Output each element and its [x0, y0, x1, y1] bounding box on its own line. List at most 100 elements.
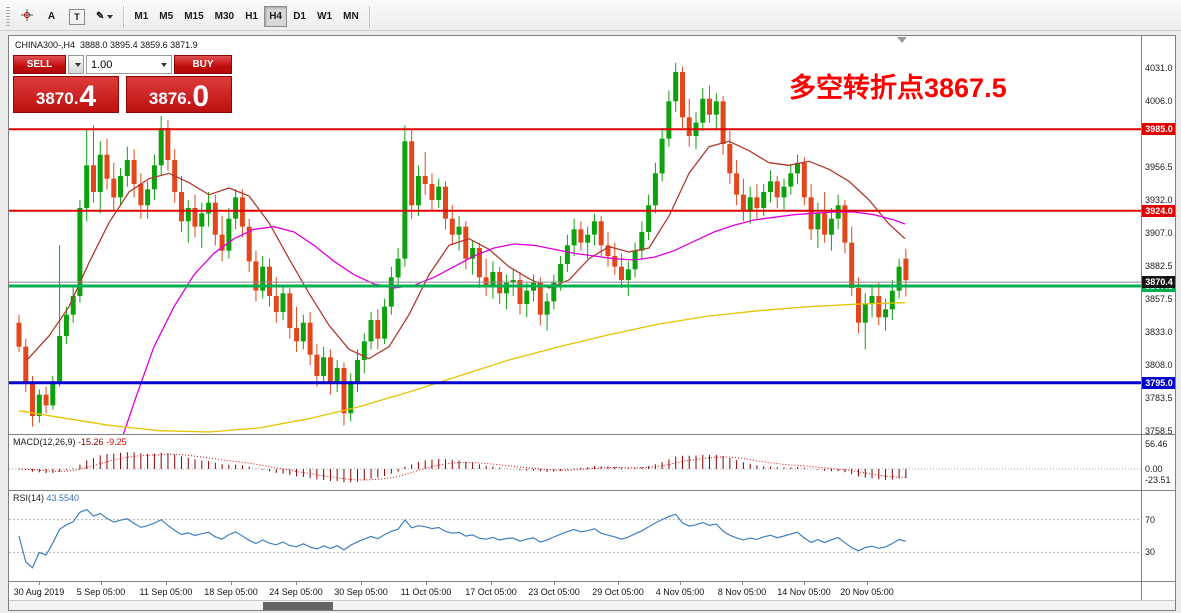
- timeframe-h4-button[interactable]: H4: [264, 6, 288, 27]
- price-axis-label: 3808.0: [1145, 360, 1173, 370]
- chart-plot-area[interactable]: CHINA300-,H4 3888.0 3895.4 3859.6 3871.9…: [9, 36, 1141, 434]
- time-axis-tick: [39, 582, 40, 585]
- crosshair-tool-button[interactable]: [15, 6, 39, 27]
- date-label: 23 Oct 05:00: [528, 587, 580, 597]
- time-axis-tick: [618, 582, 619, 585]
- time-axis-tick: [804, 582, 805, 585]
- main-chart-canvas[interactable]: [9, 36, 1141, 434]
- chevron-down-icon: [161, 62, 167, 67]
- timeframe-h1-button[interactable]: H1: [240, 6, 263, 27]
- one-click-trade-widget: SELL 1.00 BUY 3870. 4 3876. 0: [13, 55, 232, 113]
- price-axis-label: 3882.5: [1145, 261, 1173, 271]
- chevron-down-icon: [107, 14, 114, 19]
- macd-canvas[interactable]: [9, 435, 1141, 490]
- time-axis-tick: [426, 582, 427, 585]
- price-axis-label: 3956.5: [1145, 162, 1173, 172]
- draw-tools-button[interactable]: ✎: [91, 6, 118, 27]
- price-axis-label: 4006.0: [1145, 96, 1173, 106]
- panel-divider[interactable]: [9, 490, 1175, 491]
- rsi-label: RSI(14) 43.5540: [13, 493, 80, 503]
- price-tag: 3985.0: [1142, 123, 1175, 135]
- volume-input[interactable]: 1.00: [86, 55, 172, 74]
- panel-divider: [9, 581, 1175, 582]
- rsi-axis-label: 30: [1145, 547, 1156, 557]
- price-tag: 3924.0: [1142, 205, 1175, 217]
- price-axis-label: 4031.0: [1145, 63, 1173, 73]
- time-axis-tick: [361, 582, 362, 585]
- date-label: 18 Sep 05:00: [204, 587, 258, 597]
- date-label: 5 Sep 05:00: [76, 587, 126, 597]
- time-axis-tick: [680, 582, 681, 585]
- date-label: 11 Oct 05:00: [400, 587, 452, 597]
- toolbar: A T ✎ M1 M5 M15 M30 H1 H4 D1 W1 MN: [0, 0, 1181, 31]
- rsi-axis-label: 70: [1145, 515, 1156, 525]
- date-label: 17 Oct 05:00: [465, 587, 517, 597]
- price-axis-label: 3907.0: [1145, 228, 1173, 238]
- chart-annotation[interactable]: 多空转折点3867.5: [789, 73, 1007, 103]
- date-label: 8 Nov 05:00: [717, 587, 767, 597]
- time-axis-tick: [231, 582, 232, 585]
- timeframe-m1-button[interactable]: M1: [129, 6, 153, 27]
- macd-axis-label: 0.00: [1145, 464, 1163, 474]
- timeframe-toolbar: M1 M5 M15 M30 H1 H4 D1 W1 MN: [129, 6, 363, 27]
- time-axis-tick: [867, 582, 868, 585]
- price-axis-label: 3783.5: [1145, 393, 1173, 403]
- sell-price-panel[interactable]: 3870. 4: [13, 76, 119, 113]
- panel-divider[interactable]: [9, 434, 1175, 435]
- label-tool-letter: T: [69, 8, 85, 25]
- horizontal-scrollbar[interactable]: [9, 600, 1175, 610]
- pencil-icon: ✎: [96, 11, 105, 22]
- time-axis-tick: [491, 582, 492, 585]
- time-axis-tick: [296, 582, 297, 585]
- toolbar-separator: [123, 5, 125, 28]
- buy-button[interactable]: BUY: [174, 55, 232, 74]
- chart-window: CHINA300-,H4 3888.0 3895.4 3859.6 3871.9…: [8, 35, 1176, 611]
- toolbar-grip[interactable]: [6, 6, 10, 27]
- date-label: 14 Nov 05:00: [777, 587, 831, 597]
- date-label: 4 Nov 05:00: [655, 587, 705, 597]
- volume-value: 1.00: [91, 58, 113, 71]
- symbol-ohlc-line: CHINA300-,H4 3888.0 3895.4 3859.6 3871.9: [15, 40, 198, 50]
- price-axis-label: 3758.5: [1145, 426, 1173, 436]
- bid-price-tag: 3870.4: [1142, 276, 1175, 288]
- text-tool-button[interactable]: A: [40, 6, 63, 27]
- buy-price-text: 3876.: [148, 89, 192, 109]
- timeframe-d1-button[interactable]: D1: [288, 6, 311, 27]
- price-tag: 3795.0: [1142, 377, 1175, 389]
- sell-button[interactable]: SELL: [13, 55, 66, 74]
- rsi-panel[interactable]: RSI(14) 43.5540: [9, 491, 1141, 581]
- macd-axis-label: 56.46: [1145, 439, 1168, 449]
- timeframe-m30-button[interactable]: M30: [210, 6, 239, 27]
- date-label: 20 Nov 05:00: [840, 587, 894, 597]
- timeframe-m5-button[interactable]: M5: [154, 6, 178, 27]
- time-axis: 30 Aug 2019 5 Sep 05:00 11 Sep 05:00 18 Sep…: [9, 582, 1141, 600]
- timeframe-w1-button[interactable]: W1: [312, 6, 337, 27]
- sell-price-big-digit: 4: [79, 80, 97, 113]
- toolbar-separator: [368, 5, 370, 28]
- time-axis-tick: [101, 582, 102, 585]
- scrollbar-thumb[interactable]: [263, 602, 333, 610]
- date-label: 30 Aug 2019: [13, 587, 65, 597]
- macd-label: MACD(12,26,9) -15.26 -9.25: [13, 437, 127, 447]
- price-axis-label: 3932.0: [1145, 195, 1173, 205]
- crosshair-icon: [20, 8, 34, 25]
- buy-price-panel[interactable]: 3876. 0: [126, 76, 232, 113]
- macd-axis-label: -23.51: [1145, 475, 1171, 485]
- price-axis-label: 3857.5: [1145, 294, 1173, 304]
- date-label: 24 Sep 05:00: [269, 587, 323, 597]
- time-axis-tick: [742, 582, 743, 585]
- chevron-down-icon: [74, 62, 81, 67]
- date-label: 11 Sep 05:00: [139, 587, 193, 597]
- sell-price-text: 3870.: [35, 89, 79, 109]
- rsi-canvas[interactable]: [9, 491, 1141, 581]
- timeframe-m15-button[interactable]: M15: [179, 6, 208, 27]
- text-tool-label: A: [47, 11, 56, 22]
- price-axis: 4031.0 4006.0 3956.5 3932.0 3907.0 3882.5 3857…: [1141, 36, 1175, 600]
- label-tool-button[interactable]: T: [64, 6, 90, 27]
- date-label: 30 Sep 05:00: [334, 587, 388, 597]
- order-type-dropdown[interactable]: [68, 55, 84, 74]
- timeframe-mn-button[interactable]: MN: [338, 6, 364, 27]
- date-label: 29 Oct 05:00: [592, 587, 644, 597]
- price-axis-label: 3833.0: [1145, 327, 1173, 337]
- macd-panel[interactable]: MACD(12,26,9) -15.26 -9.25: [9, 435, 1141, 490]
